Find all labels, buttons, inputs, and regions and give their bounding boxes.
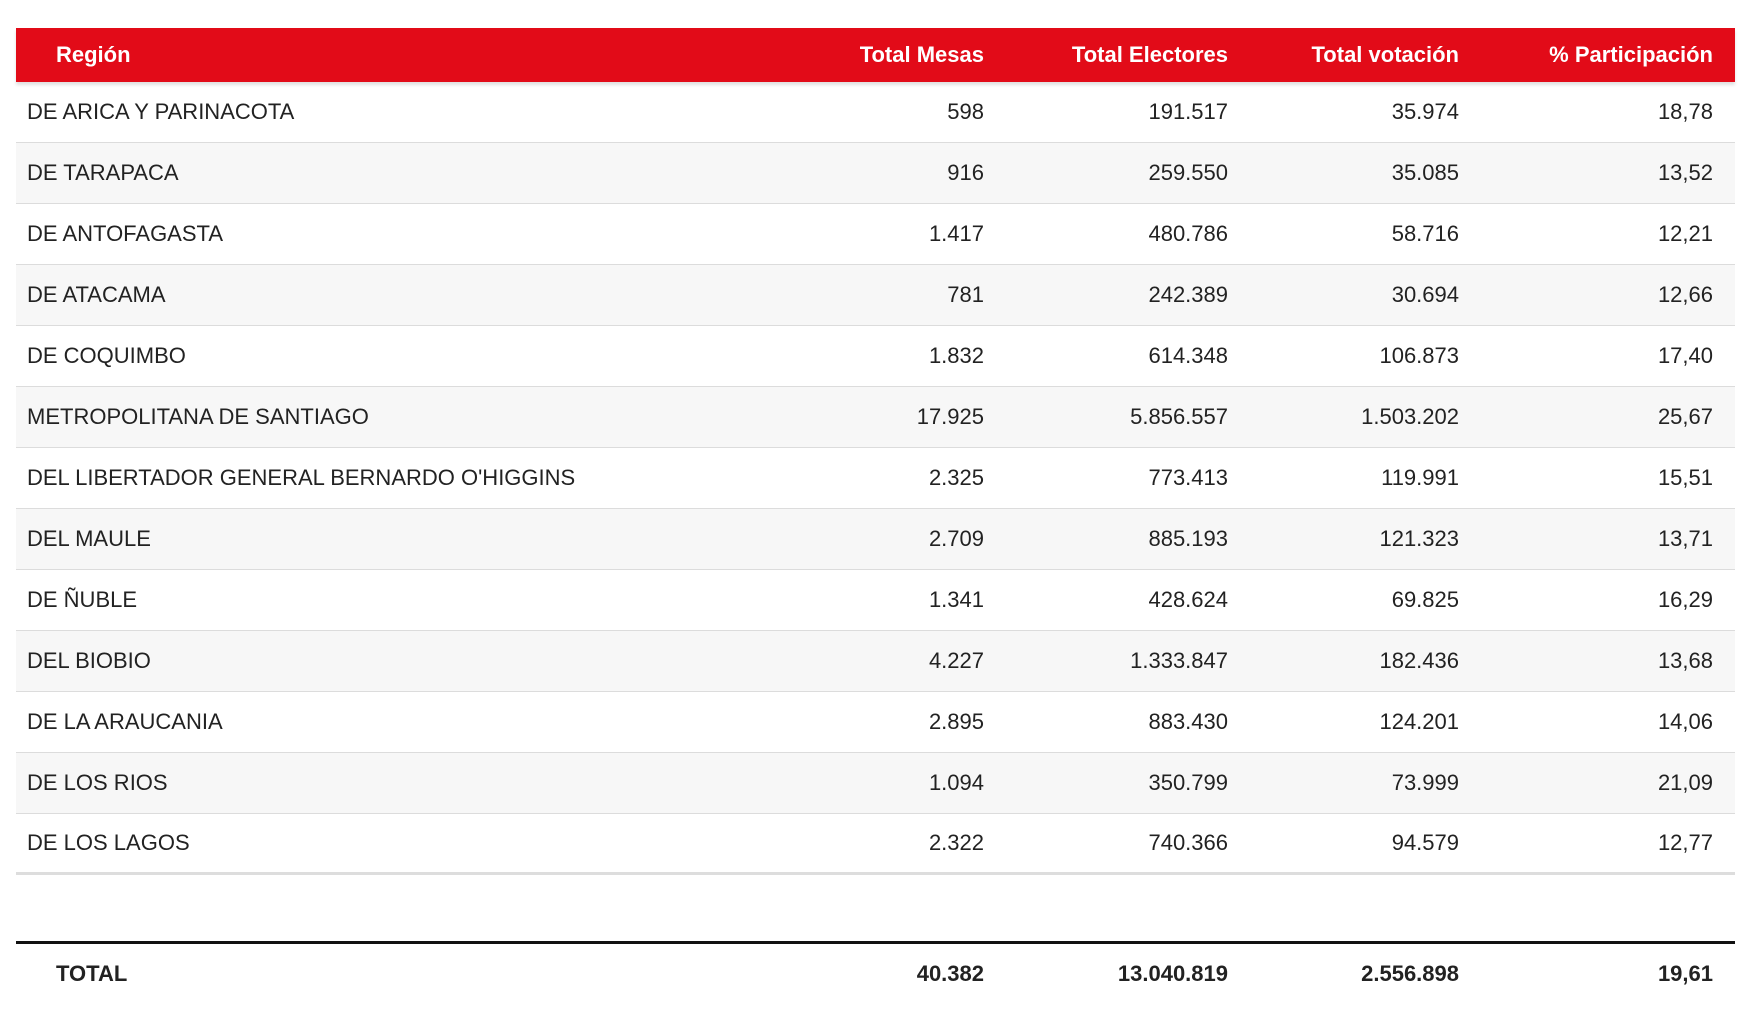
region-cell: DE ATACAMA	[27, 282, 166, 307]
number-cell: 1.503.202	[1361, 404, 1459, 429]
number-cell: 1.094	[928, 770, 984, 795]
number-cell: 12,21	[1657, 221, 1713, 246]
number-cell: 614.348	[1148, 343, 1228, 368]
number-cell: 1.417	[928, 221, 984, 246]
column-header: Total Electores	[1071, 42, 1228, 67]
number-cell: 21,09	[1657, 770, 1713, 795]
number-cell: 5.856.557	[1130, 404, 1228, 429]
number-cell: 15,51	[1657, 465, 1713, 490]
table-row: DE ÑUBLE 1.341 428.624 69.825 16,29	[16, 570, 1735, 631]
region-cell: DEL LIBERTADOR GENERAL BERNARDO O'HIGGIN…	[27, 465, 576, 490]
number-cell: 13,71	[1657, 526, 1713, 551]
table-row: DE LOS RIOS 1.094 350.799 73.999 21,09	[16, 753, 1735, 814]
number-cell: 191.517	[1148, 99, 1228, 124]
number-cell: 17,40	[1657, 343, 1713, 368]
number-cell: 13,52	[1657, 160, 1713, 185]
number-cell: 1.333.847	[1130, 648, 1228, 673]
number-cell: 182.436	[1379, 648, 1459, 673]
number-cell: 883.430	[1148, 709, 1228, 734]
region-cell: DE TARAPACA	[27, 160, 179, 185]
number-cell: 2.325	[928, 465, 984, 490]
number-cell: 259.550	[1148, 160, 1228, 185]
number-cell: 16,29	[1657, 587, 1713, 612]
number-cell: 124.201	[1379, 709, 1459, 734]
number-cell: 12,66	[1657, 282, 1713, 307]
region-cell: DE LOS RIOS	[27, 770, 168, 795]
table-row: DE ANTOFAGASTA 1.417 480.786 58.716 12,21	[16, 204, 1735, 265]
number-cell: 1.341	[928, 587, 984, 612]
number-cell: 480.786	[1148, 221, 1228, 246]
total-cell: 13.040.819	[1117, 960, 1228, 986]
column-header: Región	[56, 42, 131, 67]
results-table: Región Total Mesas Total Electores Total vo…	[16, 28, 1735, 875]
number-cell: 35.085	[1391, 160, 1459, 185]
number-cell: 35.974	[1391, 99, 1459, 124]
number-cell: 242.389	[1148, 282, 1228, 307]
column-header: Total votación	[1311, 42, 1460, 67]
number-cell: 885.193	[1148, 526, 1228, 551]
number-cell: 94.579	[1391, 830, 1459, 855]
column-header: % Participación	[1549, 42, 1713, 67]
number-cell: 350.799	[1148, 770, 1228, 795]
total-row: TOTAL 40.382 13.040.819 2.556.898 19,61	[16, 941, 1735, 1003]
region-cell: METROPOLITANA DE SANTIAGO	[27, 404, 369, 429]
number-cell: 17.925	[916, 404, 984, 429]
region-cell: DE ARICA Y PARINACOTA	[27, 99, 295, 124]
number-cell: 598	[947, 99, 984, 124]
table-row: DEL LIBERTADOR GENERAL BERNARDO O'HIGGIN…	[16, 448, 1735, 509]
number-cell: 1.832	[928, 343, 984, 368]
total-cell: 40.382	[916, 960, 984, 986]
table-row: DE ARICA Y PARINACOTA 598 191.517 35.974 18,…	[16, 82, 1735, 143]
region-cell: DE LA ARAUCANIA	[27, 709, 223, 734]
header-row: Región Total Mesas Total Electores Total vo…	[16, 28, 1735, 82]
table-row: DE LOS LAGOS 2.322 740.366 94.579 12,77	[16, 814, 1735, 875]
total-label: TOTAL	[56, 960, 128, 986]
number-cell: 781	[947, 282, 984, 307]
region-cell: DE COQUIMBO	[27, 343, 186, 368]
table-row: DEL BIOBIO 4.227 1.333.847 182.436 13,68	[16, 631, 1735, 692]
number-cell: 773.413	[1148, 465, 1228, 490]
total-cell: 19,61	[1657, 960, 1713, 986]
number-cell: 2.895	[928, 709, 984, 734]
number-cell: 428.624	[1148, 587, 1228, 612]
number-cell: 18,78	[1657, 99, 1713, 124]
table-row: DE COQUIMBO 1.832 614.348 106.873 17,40	[16, 326, 1735, 387]
number-cell: 916	[947, 160, 984, 185]
table-row: DE LA ARAUCANIA 2.895 883.430 124.201 14,06	[16, 692, 1735, 753]
region-cell: DE ANTOFAGASTA	[27, 221, 224, 246]
number-cell: 121.323	[1379, 526, 1459, 551]
number-cell: 2.709	[928, 526, 984, 551]
number-cell: 106.873	[1379, 343, 1459, 368]
region-cell: DEL BIOBIO	[27, 648, 151, 673]
region-cell: DE LOS LAGOS	[27, 830, 190, 855]
table-row: DE ATACAMA 781 242.389 30.694 12,66	[16, 265, 1735, 326]
number-cell: 73.999	[1391, 770, 1459, 795]
number-cell: 69.825	[1391, 587, 1459, 612]
number-cell: 14,06	[1657, 709, 1713, 734]
number-cell: 13,68	[1657, 648, 1713, 673]
number-cell: 2.322	[928, 830, 984, 855]
number-cell: 740.366	[1148, 830, 1228, 855]
number-cell: 30.694	[1391, 282, 1459, 307]
table-row: METROPOLITANA DE SANTIAGO 17.925 5.856.557…	[16, 387, 1735, 448]
table-row: DE TARAPACA 916 259.550 35.085 13,52	[16, 143, 1735, 204]
number-cell: 119.991	[1381, 465, 1459, 490]
region-cell: DEL MAULE	[27, 526, 151, 551]
number-cell: 4.227	[928, 648, 984, 673]
table-row: DEL MAULE 2.709 885.193 121.323 13,71	[16, 509, 1735, 570]
number-cell: 12,77	[1657, 830, 1713, 855]
total-cell: 2.556.898	[1361, 960, 1459, 986]
column-header: Total Mesas	[859, 42, 984, 67]
number-cell: 58.716	[1391, 221, 1459, 246]
region-cell: DE ÑUBLE	[27, 587, 138, 612]
number-cell: 25,67	[1657, 404, 1713, 429]
